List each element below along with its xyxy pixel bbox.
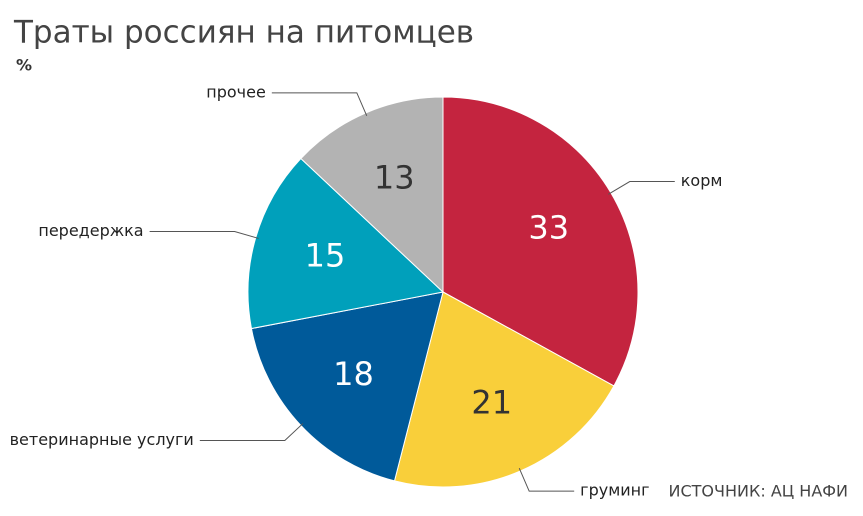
value-label: 13 [374, 158, 415, 196]
category-label: корм [681, 171, 723, 190]
value-label: 18 [333, 355, 374, 393]
leader-line [518, 468, 575, 492]
category-label: прочее [206, 82, 266, 101]
chart-subtitle: % [16, 56, 32, 75]
leader-line [608, 181, 675, 195]
value-label: 33 [528, 208, 569, 246]
leader-line [149, 230, 259, 239]
value-label: 15 [305, 237, 346, 275]
chart-title: Траты россиян на питомцев [13, 15, 474, 51]
category-label: передержка [38, 221, 143, 240]
value-label: 21 [471, 384, 512, 422]
source: ИСТОЧНИК: АЦ НАФИ [669, 482, 848, 501]
leader-line [271, 92, 368, 116]
category-label: ветеринарные услуги [10, 430, 194, 449]
category-label: груминг [580, 481, 649, 500]
leader-line [199, 423, 304, 442]
